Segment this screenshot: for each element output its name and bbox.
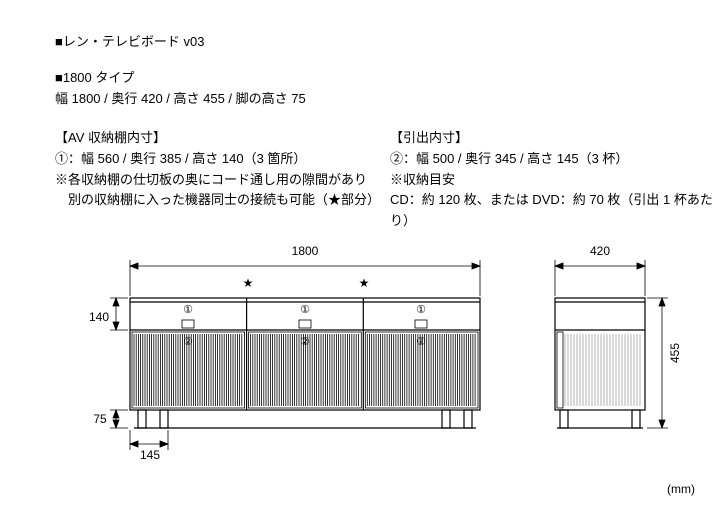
front-view-drawing bbox=[0, 0, 720, 514]
